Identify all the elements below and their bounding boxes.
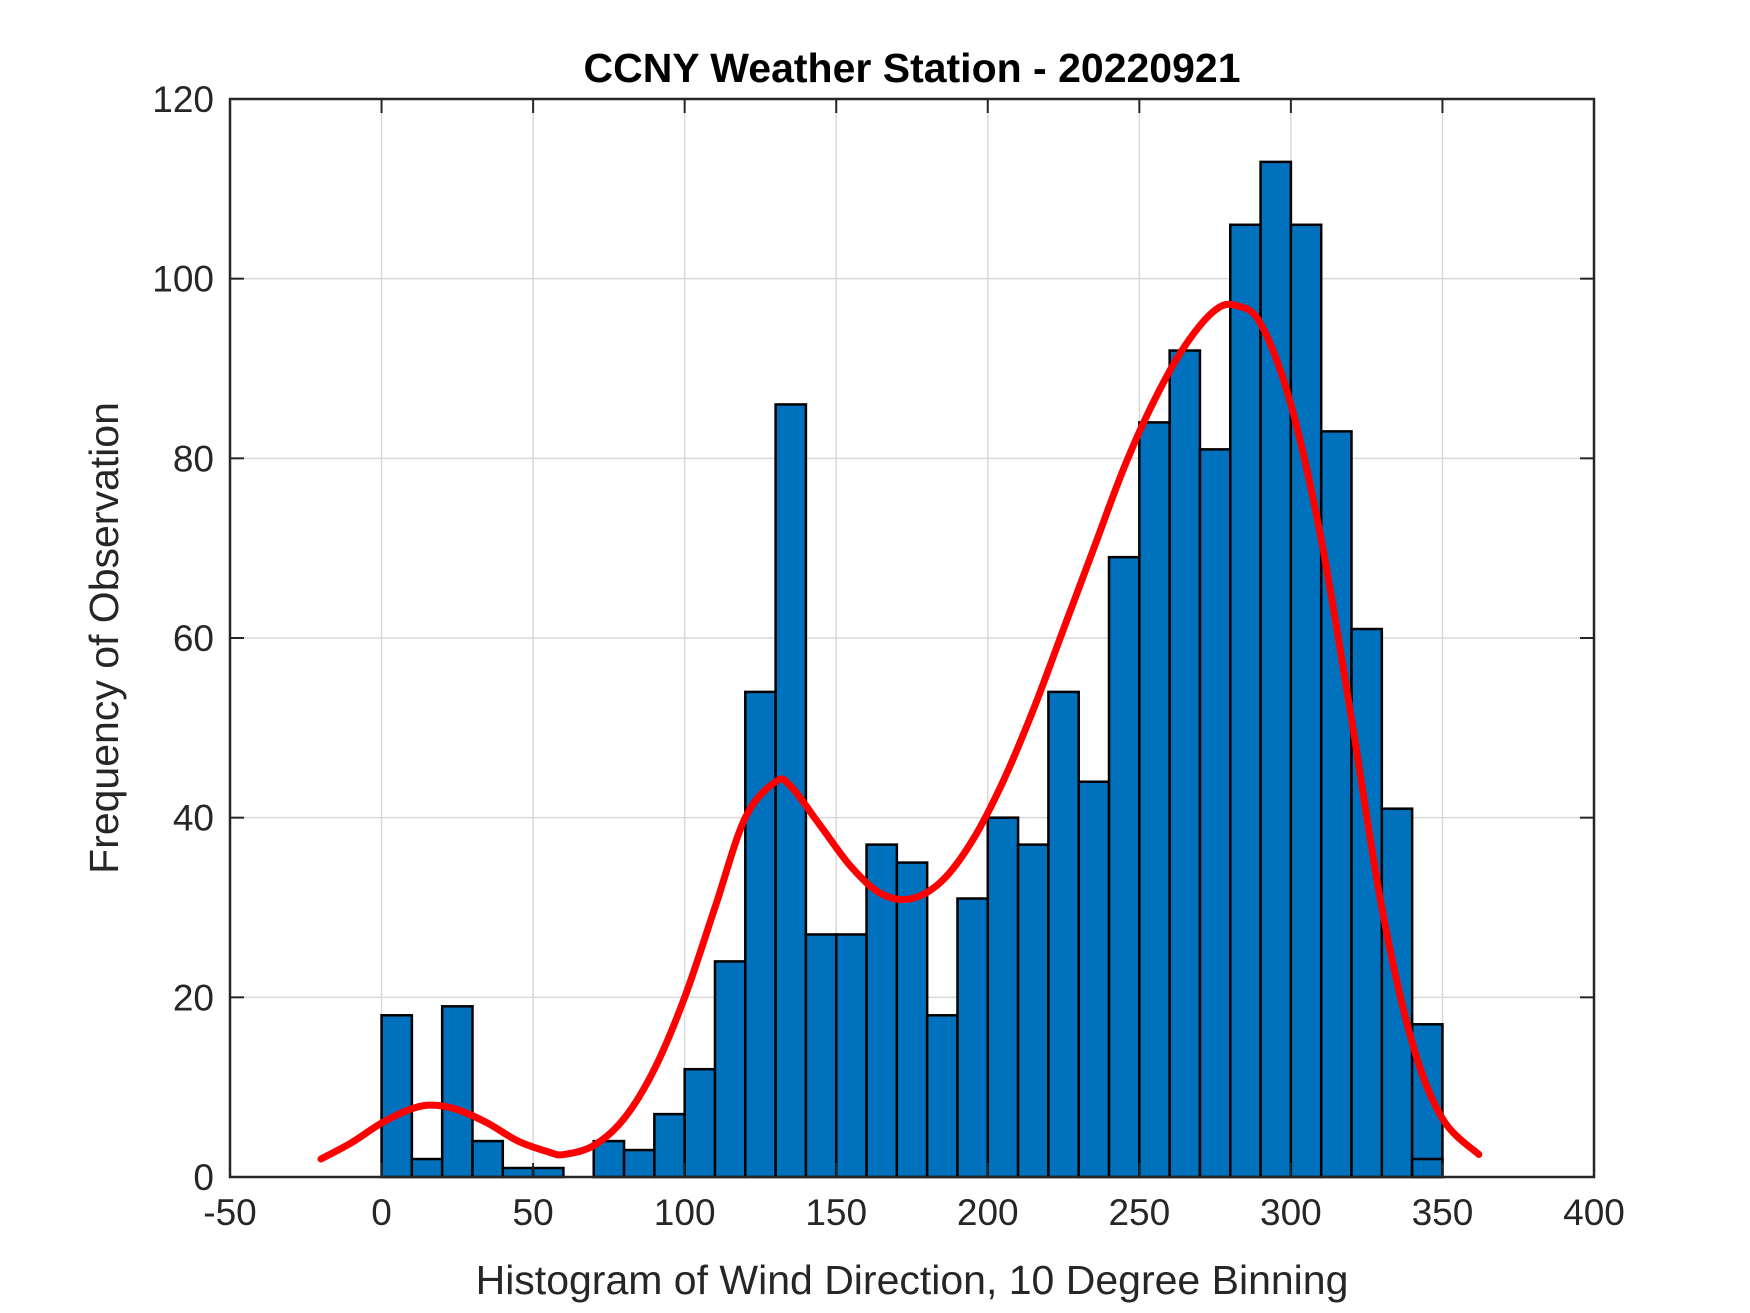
histogram-bar bbox=[774, 403, 808, 1179]
histogram-bar bbox=[653, 1112, 686, 1179]
histogram-bar bbox=[1350, 627, 1384, 1179]
histogram-bar bbox=[1410, 1023, 1444, 1179]
x-tick-labels: -50 0 50 100 150 200 250 300 350 400 bbox=[203, 1192, 1625, 1233]
histogram-bar bbox=[1016, 843, 1050, 1179]
plot-area-border bbox=[228, 97, 1596, 1179]
histogram-bar bbox=[1107, 555, 1141, 1179]
histogram-bar bbox=[380, 1014, 414, 1179]
histogram-bar bbox=[986, 816, 1020, 1179]
x-tick-label: 50 bbox=[513, 1192, 554, 1233]
histogram-bar bbox=[471, 1139, 505, 1179]
histogram-bar bbox=[410, 1157, 444, 1179]
histogram-bar bbox=[1410, 1157, 1444, 1179]
histogram-bar bbox=[1077, 780, 1111, 1179]
histogram-bar bbox=[1259, 160, 1293, 1179]
x-tick-label: 350 bbox=[1412, 1192, 1474, 1233]
x-tick-label: 400 bbox=[1563, 1192, 1625, 1233]
x-axis-label: Histogram of Wind Direction, 10 Degree B… bbox=[476, 1257, 1349, 1303]
x-tick-label: 0 bbox=[371, 1192, 392, 1233]
histogram-bar bbox=[744, 690, 777, 1179]
histogram-bar bbox=[1289, 223, 1323, 1179]
histogram-bar bbox=[1168, 349, 1202, 1179]
histogram-bar bbox=[592, 1139, 626, 1179]
x-tick-label: 150 bbox=[805, 1192, 867, 1233]
histogram-bar bbox=[1319, 430, 1353, 1179]
x-tick-label: 250 bbox=[1108, 1192, 1170, 1233]
x-tick-label: 300 bbox=[1260, 1192, 1322, 1233]
histogram-bar bbox=[1229, 223, 1262, 1179]
histogram-bar bbox=[622, 1148, 656, 1179]
histogram-bar bbox=[804, 933, 838, 1179]
x-tick-label: 200 bbox=[957, 1192, 1019, 1233]
histogram-bar bbox=[925, 1014, 959, 1179]
histogram-bar bbox=[895, 861, 929, 1179]
y-tick-label: 100 bbox=[152, 259, 214, 300]
histogram-bar bbox=[1198, 448, 1232, 1179]
histogram-bar bbox=[683, 1067, 717, 1179]
histogram-bar bbox=[440, 1005, 474, 1179]
x-tick-label: -50 bbox=[203, 1192, 256, 1233]
histogram-bar bbox=[501, 1166, 535, 1179]
histogram-bar bbox=[1047, 690, 1080, 1179]
y-tick-labels: 0 20 40 60 80 100 120 bbox=[152, 79, 214, 1198]
y-tick-label: 80 bbox=[173, 438, 214, 479]
y-tick-label: 20 bbox=[173, 977, 214, 1018]
y-tick-label: 40 bbox=[173, 798, 214, 839]
y-axis-label: Frequency of Observation bbox=[81, 402, 127, 874]
x-tick-label: 100 bbox=[654, 1192, 716, 1233]
y-tick-label: 0 bbox=[193, 1157, 214, 1198]
chart-title: CCNY Weather Station - 20220921 bbox=[583, 45, 1240, 91]
histogram-bar bbox=[834, 933, 868, 1179]
fit-curve-line bbox=[317, 300, 1483, 1163]
histogram-bar bbox=[713, 960, 747, 1179]
fit-curve-layer bbox=[317, 300, 1483, 1163]
y-tick-label: 120 bbox=[152, 79, 214, 120]
y-tick-label: 60 bbox=[173, 618, 214, 659]
histogram-bar bbox=[531, 1166, 565, 1179]
histogram-bar bbox=[956, 897, 990, 1179]
histogram-bar bbox=[1138, 421, 1171, 1179]
